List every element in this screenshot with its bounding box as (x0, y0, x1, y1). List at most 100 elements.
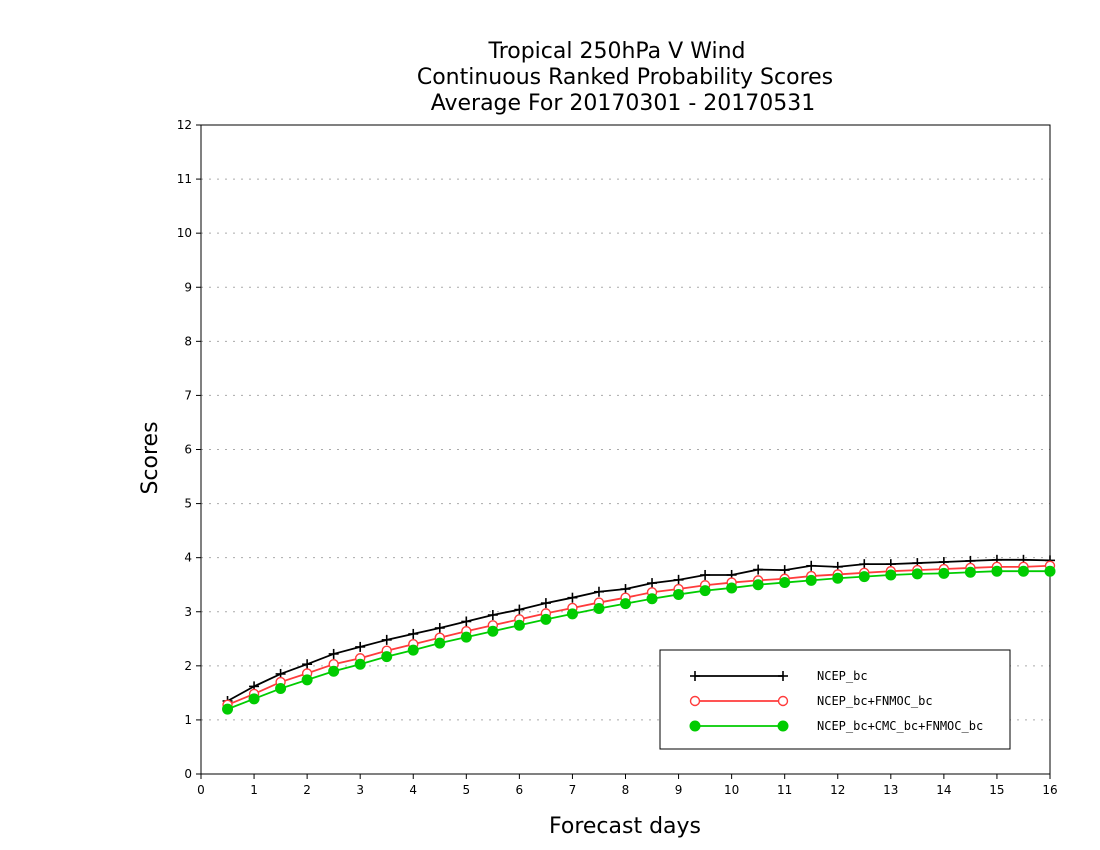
data-point (461, 616, 472, 627)
y-tick-label: 12 (177, 118, 192, 132)
x-tick-label: 12 (830, 783, 845, 797)
legend-label: NCEP_bc (817, 669, 868, 683)
y-tick-label: 0 (184, 767, 192, 781)
chart-title: Tropical 250hPa V Wind Continuous Ranked… (417, 39, 833, 116)
data-point (593, 603, 605, 615)
data-point (991, 565, 1003, 577)
data-point (885, 569, 897, 581)
y-tick-label: 4 (184, 551, 192, 565)
data-point (1044, 565, 1056, 577)
data-point (620, 584, 631, 595)
legend-entry: NCEP_bc+FNMOC_bc (689, 694, 933, 708)
data-point (540, 613, 552, 625)
legend-label: NCEP_bc+FNMOC_bc (817, 694, 933, 708)
gridlines (201, 178, 1050, 721)
legend-entry: NCEP_bc+CMC_bc+FNMOC_bc (689, 719, 983, 733)
legend: NCEP_bc NCEP_bc+FNMOC_bc NCEP_bc+CMC_bc+FN… (659, 649, 1011, 750)
data-point (408, 628, 419, 639)
data-point (460, 631, 472, 643)
x-tick-label: 14 (936, 783, 951, 797)
legend-marker (690, 671, 700, 681)
chart-title-line-1: Tropical 250hPa V Wind (487, 39, 745, 64)
data-point (753, 564, 764, 575)
data-point (487, 625, 499, 637)
data-point (513, 619, 525, 631)
data-point (752, 579, 764, 591)
legend-marker (778, 671, 788, 681)
data-point (806, 560, 817, 571)
data-point (381, 651, 393, 663)
data-point (301, 674, 313, 686)
data-point (620, 598, 631, 610)
data-point (832, 572, 844, 584)
data-point (647, 578, 658, 589)
x-tick-label: 6 (516, 783, 524, 797)
y-tick-label: 11 (177, 172, 192, 186)
x-tick-label: 0 (197, 783, 205, 797)
data-point (407, 644, 419, 656)
data-point (646, 593, 658, 605)
x-tick-label: 3 (356, 783, 364, 797)
data-point (779, 577, 791, 589)
legend-marker (689, 720, 701, 732)
data-point (566, 608, 578, 620)
x-tick-label: 13 (883, 783, 898, 797)
y-tick-label: 10 (177, 226, 192, 240)
legend-marker (689, 695, 701, 707)
y-axis-title: Scores (138, 421, 163, 494)
legend-marker (777, 720, 789, 732)
data-point (355, 641, 366, 652)
data-point (673, 574, 684, 585)
data-point (302, 659, 313, 670)
y-tick-label: 5 (184, 497, 192, 511)
legend-label: NCEP_bc+CMC_bc+FNMOC_bc (817, 719, 983, 733)
x-tick-label: 8 (622, 783, 630, 797)
data-point (434, 622, 445, 633)
x-tick-label: 16 (1042, 783, 1057, 797)
data-point (673, 588, 685, 600)
data-point (858, 571, 870, 583)
data-point (328, 648, 339, 659)
data-point (487, 609, 498, 620)
data-point (938, 567, 950, 579)
y-tick-label: 1 (184, 713, 192, 727)
data-point (964, 566, 976, 578)
y-tick-label: 2 (184, 659, 192, 673)
y-tick-label: 8 (184, 334, 192, 348)
data-point (540, 598, 551, 609)
x-axis-title: Forecast days (549, 814, 701, 839)
data-point (328, 665, 340, 677)
data-point (381, 634, 392, 645)
data-point (1017, 565, 1029, 577)
y-tick-label: 7 (184, 388, 192, 402)
y-tick-label: 9 (184, 280, 192, 294)
data-point (859, 559, 870, 570)
data-point (700, 569, 711, 580)
data-point (354, 658, 366, 670)
chart-title-line-3: Average For 20170301 - 20170531 (431, 91, 816, 116)
series-lines (222, 554, 1056, 715)
y-tick-label: 6 (184, 443, 192, 457)
chart-title-line-2: Continuous Ranked Probability Scores (417, 65, 833, 90)
x-tick-label: 4 (409, 783, 417, 797)
data-point (514, 604, 525, 615)
data-point (222, 703, 234, 715)
x-tick-label: 15 (989, 783, 1004, 797)
data-point (567, 592, 578, 603)
y-tick-label: 3 (184, 605, 192, 619)
data-point (779, 565, 790, 576)
x-tick-label: 1 (250, 783, 258, 797)
x-tick-label: 7 (569, 783, 577, 797)
data-point (726, 582, 738, 594)
legend-entry: NCEP_bc (690, 669, 868, 683)
x-tick-label: 11 (777, 783, 792, 797)
x-tick-label: 10 (724, 783, 739, 797)
data-point (699, 585, 711, 597)
x-tick-label: 9 (675, 783, 683, 797)
data-point (911, 568, 923, 580)
data-point (434, 637, 446, 649)
data-point (805, 574, 817, 586)
data-point (275, 683, 287, 695)
